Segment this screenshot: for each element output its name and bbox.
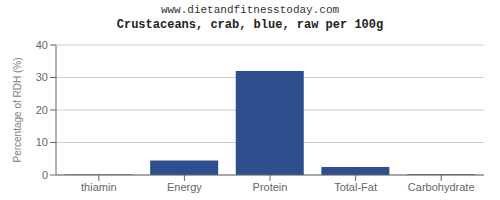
svg-text:40: 40 (36, 39, 48, 51)
svg-text:20: 20 (36, 104, 48, 116)
svg-text:10: 10 (36, 136, 48, 148)
svg-text:Energy: Energy (167, 181, 202, 193)
svg-text:Total-Fat: Total-Fat (334, 181, 377, 193)
svg-text:thiamin: thiamin (81, 181, 116, 193)
html-text:www.dietandfitnesstoday.com: www.dietandfitnesstoday.com (160, 4, 340, 16)
svg-text:30: 30 (36, 71, 48, 83)
html-text:Crustaceans, crab, blue, raw p: Crustaceans, crab, blue, raw per 100g (116, 18, 384, 32)
svg-text:Percentage of RDH (%): Percentage of RDH (%) (12, 57, 23, 162)
svg-text:Protein: Protein (253, 181, 288, 193)
svg-text:Carbohydrate: Carbohydrate (408, 181, 475, 193)
svg-text:0: 0 (42, 169, 48, 181)
